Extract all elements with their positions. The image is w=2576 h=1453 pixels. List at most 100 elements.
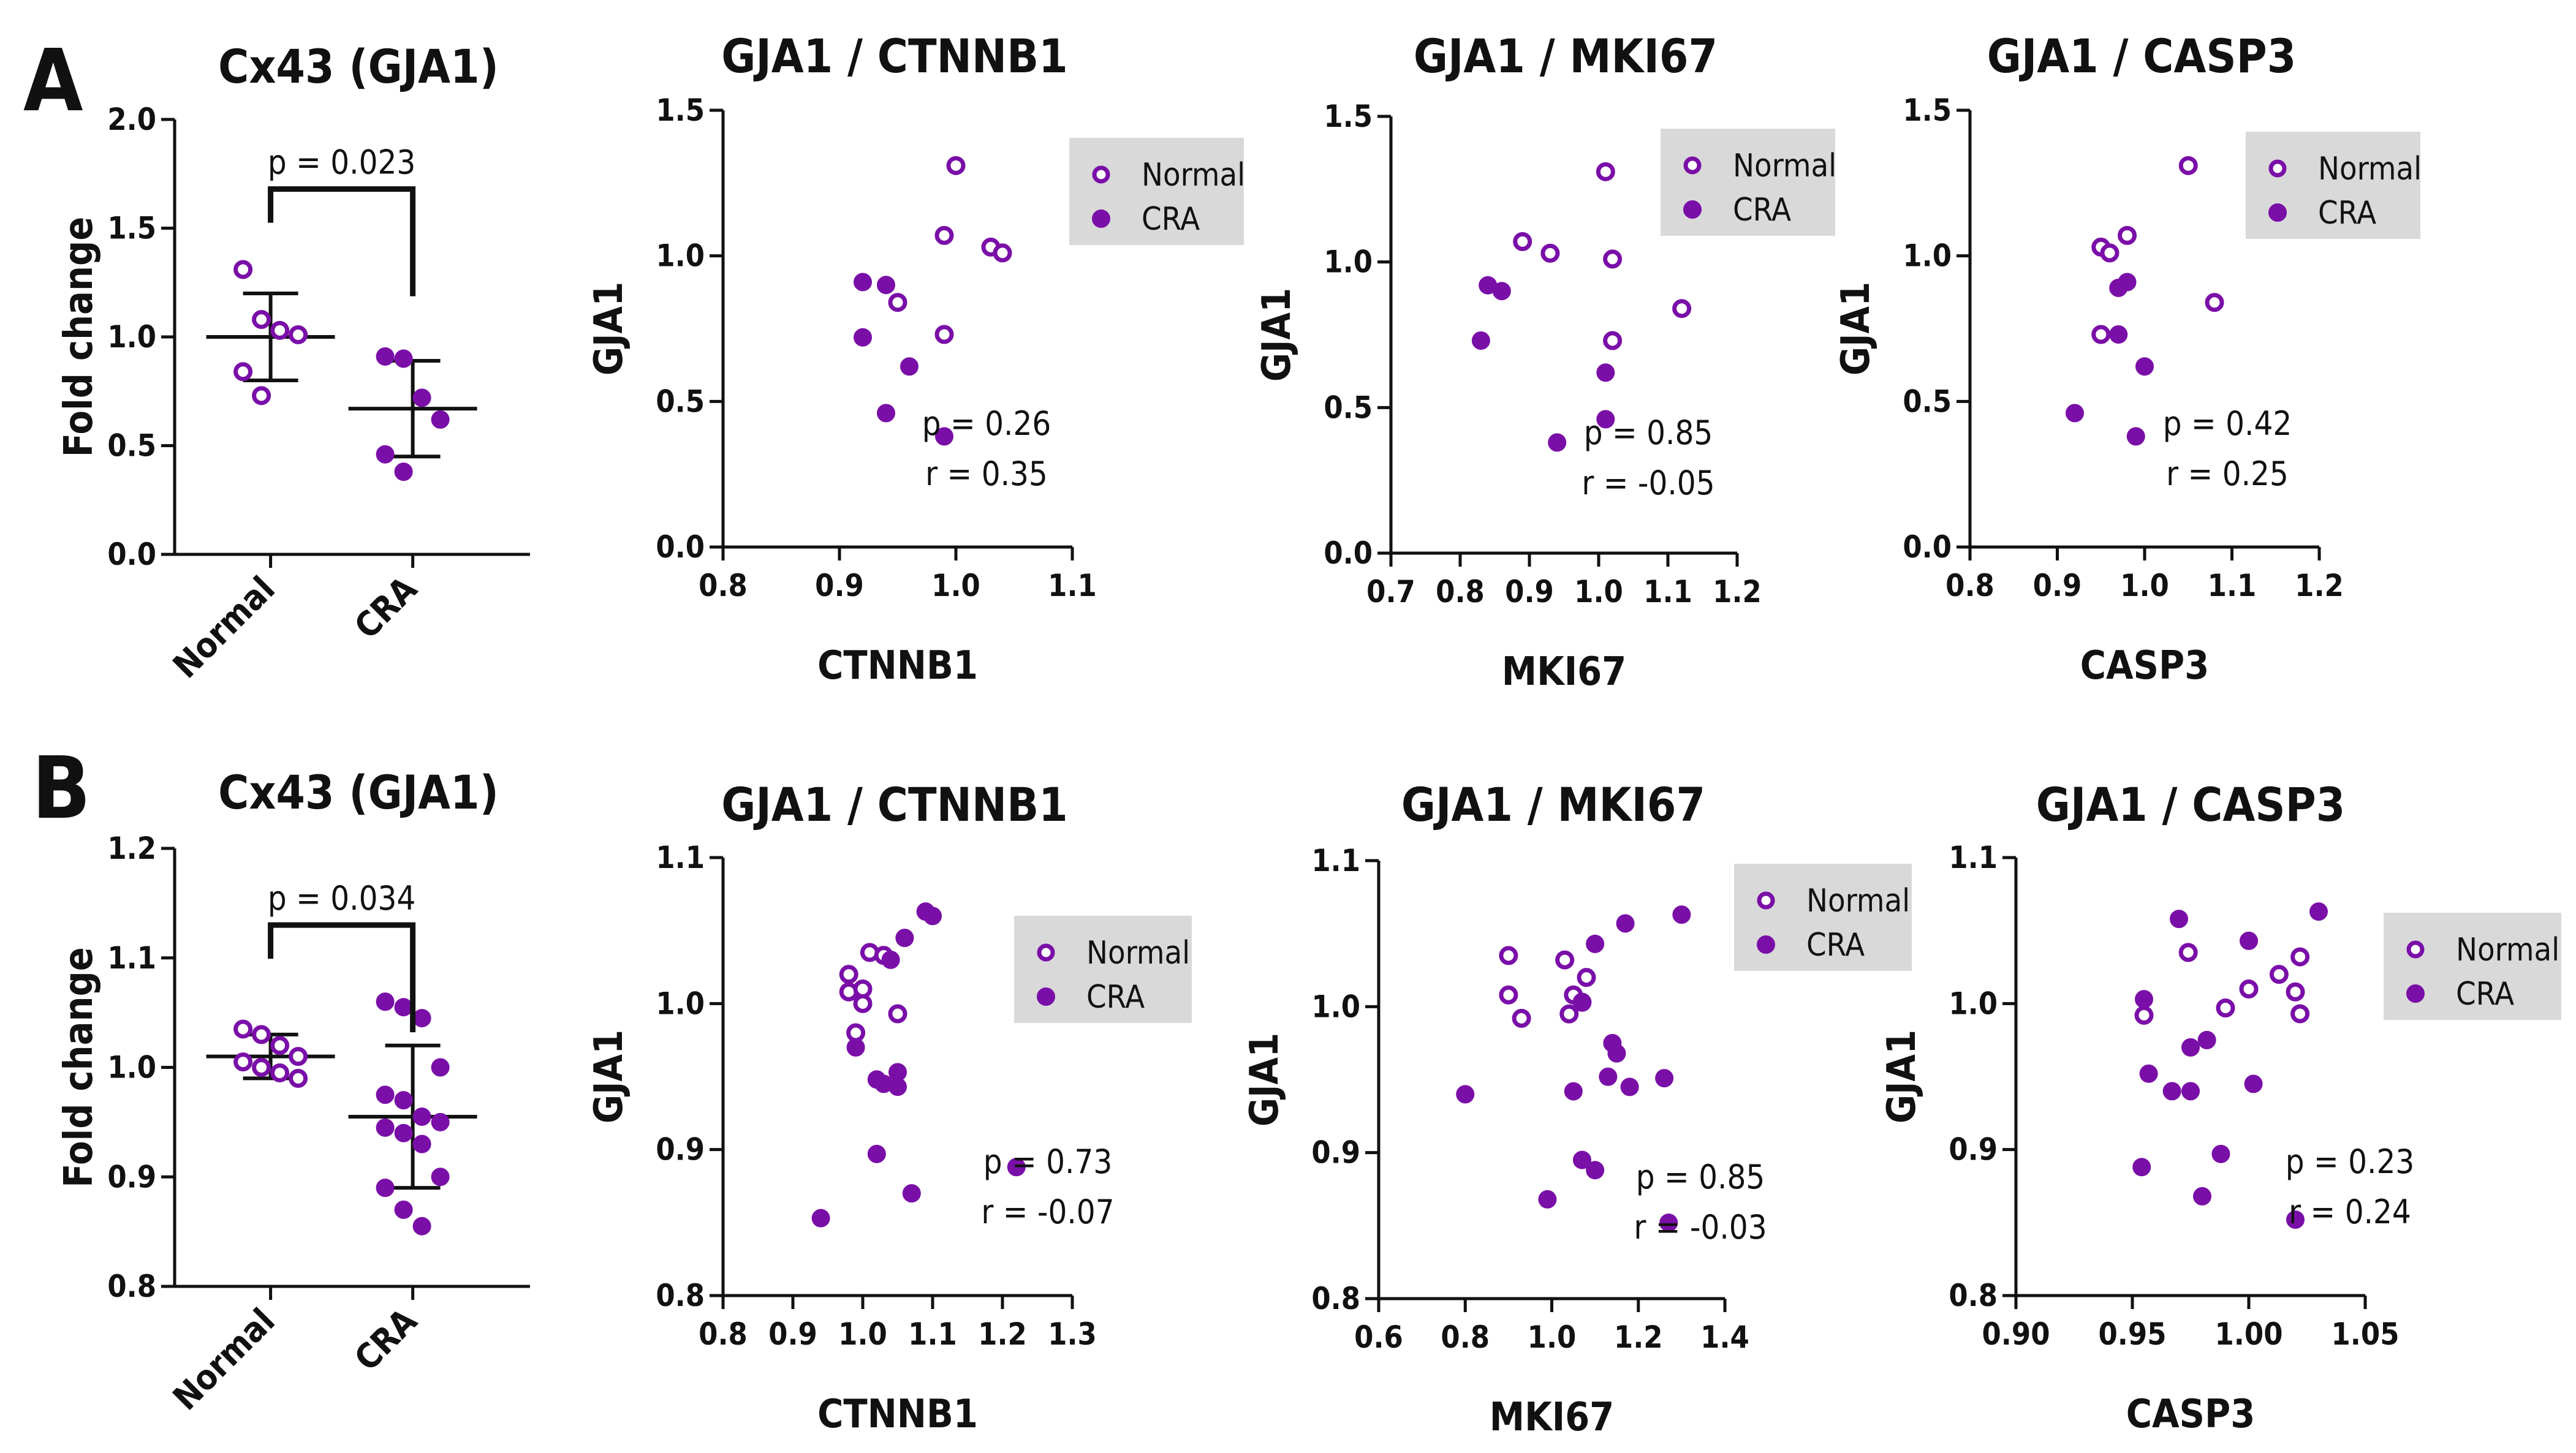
legend-marker	[1037, 943, 1055, 962]
y-tick-label: 1.5	[656, 92, 705, 128]
data-point	[2091, 325, 2111, 344]
x-tick-label: 1.2	[2295, 568, 2344, 603]
data-point	[811, 1209, 830, 1228]
p-value-label: p = 0.73	[983, 1142, 1113, 1181]
r-value-label: r = 0.24	[2289, 1193, 2411, 1231]
x-tick-label: 0.7	[1366, 574, 1415, 610]
category-label: Normal	[165, 1301, 282, 1418]
data-point	[412, 1009, 431, 1028]
data-point	[394, 998, 413, 1017]
data-point	[902, 1184, 921, 1203]
p-value-label: p = 0.034	[268, 879, 415, 918]
legend-marker	[2268, 203, 2287, 222]
data-point	[394, 1123, 413, 1142]
x-tick-label: 0.9	[768, 1316, 817, 1352]
y-tick-label: 1.0	[1903, 238, 1952, 274]
data-point	[888, 1004, 907, 1024]
data-point	[2178, 156, 2198, 175]
data-point	[846, 1023, 866, 1043]
data-point	[412, 1107, 431, 1126]
data-point	[2239, 979, 2259, 998]
category-label: CRA	[347, 1301, 425, 1379]
data-point	[1572, 993, 1591, 1012]
data-point	[376, 445, 395, 464]
x-axis-label: MKI67	[1490, 1395, 1614, 1440]
data-point	[1492, 282, 1511, 301]
data-point	[2205, 293, 2224, 312]
r-value-label: r = 0.25	[2166, 455, 2289, 493]
y-tick-label: 1.0	[1324, 244, 1373, 280]
data-point	[1596, 363, 1615, 382]
y-tick-label: 0.9	[656, 1132, 705, 1168]
data-point	[993, 243, 1012, 263]
data-point	[2216, 998, 2235, 1017]
data-point	[900, 357, 919, 376]
chart-title: GJA1 / CASP3	[2036, 777, 2346, 832]
chart-a-ctnnb1: GJA1 / CTNNB1 0.0 0.5 1.0 1.5 GJA1 0.8 0.9 1.0 1.…	[586, 29, 1245, 689]
data-point	[2135, 990, 2153, 1009]
y-tick-label: 1.1	[656, 840, 705, 875]
data-point	[1499, 985, 1518, 1005]
x-tick-label: 0.95	[2099, 1316, 2167, 1352]
y-tick-label: 0.8	[1311, 1281, 1360, 1316]
data-point	[2181, 1082, 2200, 1101]
legend-label: CRA	[1142, 201, 1200, 238]
y-tick-label: 0.0	[107, 537, 156, 572]
y-tick-label: 1.0	[1949, 986, 1998, 1021]
x-tick-label: 1.1	[1643, 574, 1692, 610]
legend-label: Normal	[1733, 148, 1836, 184]
data-point	[2244, 1074, 2263, 1093]
data-point	[2126, 427, 2145, 446]
x-tick-label: 0.8	[699, 568, 748, 603]
data-point	[2269, 965, 2289, 984]
r-value-label: r = 0.35	[925, 455, 1048, 493]
data-point	[1513, 232, 1532, 251]
legend-marker	[2268, 159, 2287, 178]
data-point	[2211, 1144, 2230, 1163]
data-point	[376, 1118, 395, 1137]
y-tick-label: 0.0	[1903, 529, 1952, 565]
p-value-label: p = 0.42	[2163, 404, 2292, 443]
data-point	[854, 273, 872, 292]
data-point	[252, 1058, 271, 1077]
legend-label: Normal	[2318, 151, 2422, 187]
data-point	[1599, 1067, 1618, 1086]
x-tick-label: 1.0	[931, 568, 980, 603]
data-point	[431, 410, 450, 429]
y-tick-label: 0.0	[1324, 535, 1373, 571]
data-point	[431, 1112, 450, 1131]
r-value-label: r = -0.07	[981, 1193, 1114, 1231]
x-tick-label: 1.2	[978, 1316, 1027, 1352]
data-point	[1620, 1077, 1639, 1096]
x-tick-label: 1.05	[2332, 1316, 2400, 1352]
y-tick-label: 0.8	[107, 1269, 156, 1304]
chart-a-mki67: GJA1 / MKI67 0.0 0.5 1.0 1.5 GJA1 0.7 0.8 0.9 1.0…	[1254, 29, 1836, 695]
p-value-label: p = 0.23	[2286, 1142, 2415, 1181]
data-point	[2309, 902, 2328, 921]
legend-marker	[2406, 984, 2425, 1003]
x-tick-label: 0.90	[1982, 1316, 2050, 1352]
y-tick-label: 0.5	[107, 428, 156, 464]
data-point	[877, 276, 895, 295]
x-axis-label: CASP3	[2080, 643, 2210, 689]
x-axis-label: CASP3	[2126, 1392, 2256, 1437]
y-tick-label: 1.0	[656, 986, 705, 1021]
data-point	[1555, 950, 1575, 970]
data-point	[431, 1058, 450, 1077]
data-point	[1616, 914, 1635, 933]
data-point	[877, 404, 895, 423]
data-point	[252, 1025, 271, 1044]
legend-label: CRA	[2456, 976, 2514, 1013]
data-point	[1596, 410, 1615, 429]
data-point	[2181, 1038, 2200, 1057]
y-tick-label: 0.9	[1949, 1132, 1998, 1168]
data-point	[1540, 243, 1560, 263]
r-value-label: r = -0.05	[1582, 464, 1714, 502]
legend-marker	[1092, 165, 1110, 184]
chart-title: GJA1 / MKI67	[1401, 777, 1705, 832]
y-tick-label: 0.8	[1949, 1278, 1998, 1313]
data-point	[2240, 931, 2258, 950]
category-label: CRA	[347, 569, 425, 647]
data-point	[289, 1047, 308, 1066]
x-tick-label: 1.0	[838, 1316, 887, 1352]
